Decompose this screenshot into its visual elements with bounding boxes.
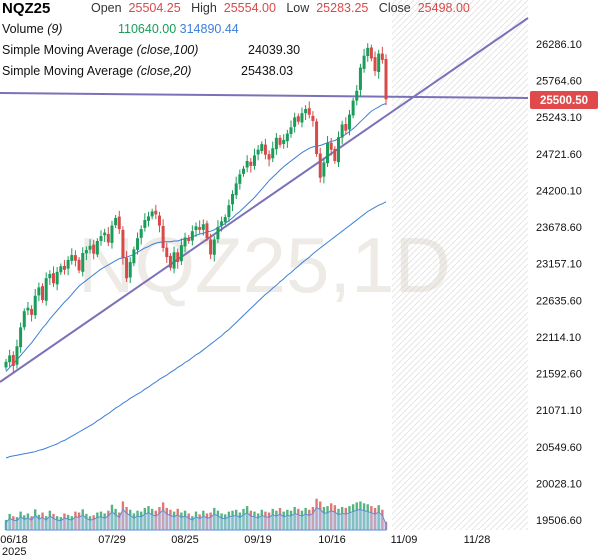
candle[interactable] (268, 150, 271, 166)
candle[interactable] (385, 54, 388, 105)
candle[interactable] (322, 159, 325, 184)
year-label: 2025 (2, 546, 26, 558)
price-tick-label: 19506.60 (536, 515, 582, 527)
candle[interactable] (381, 47, 384, 64)
date-tick-label: 11/09 (391, 534, 418, 546)
candle[interactable] (355, 85, 358, 105)
candle[interactable] (34, 289, 37, 319)
candle[interactable] (333, 146, 336, 164)
candle[interactable] (300, 108, 303, 128)
candle[interactable] (279, 135, 282, 148)
candle[interactable] (249, 158, 252, 173)
candle[interactable] (290, 121, 293, 138)
candle[interactable] (264, 139, 267, 160)
candle[interactable] (96, 238, 99, 257)
candle[interactable] (253, 149, 256, 170)
price-tick-label: 26286.10 (536, 39, 582, 51)
price-tick-label: 24200.10 (536, 186, 582, 198)
candle[interactable] (377, 50, 380, 79)
candle[interactable] (341, 121, 344, 145)
candle[interactable] (326, 136, 329, 167)
candle[interactable] (63, 260, 66, 275)
candle[interactable] (154, 205, 157, 219)
candle[interactable] (282, 134, 285, 149)
candle[interactable] (5, 359, 8, 370)
candle[interactable] (344, 117, 347, 134)
last-price-badge: 25500.50 (530, 91, 598, 109)
price-tick-label: 21071.10 (536, 405, 582, 417)
candle[interactable] (235, 177, 238, 199)
candle[interactable] (205, 221, 208, 242)
price-tick-label: 20028.10 (536, 478, 582, 490)
candle[interactable] (242, 166, 245, 177)
candle[interactable] (246, 155, 249, 172)
candle[interactable] (293, 113, 296, 133)
candle[interactable] (315, 119, 318, 157)
candle[interactable] (297, 113, 300, 124)
candle[interactable] (37, 283, 40, 302)
date-tick-label: 10/16 (318, 534, 346, 546)
candle[interactable] (8, 350, 11, 367)
candle[interactable] (319, 148, 322, 183)
candle[interactable] (45, 273, 48, 306)
last-price-badge-text: 25500.50 (540, 95, 588, 107)
volume-ma-area (6, 508, 386, 531)
candle[interactable] (238, 170, 241, 190)
price-axis[interactable]: 26286.10 25764.60 25243.10 24721.60 24200.10… (536, 39, 582, 527)
candle[interactable] (370, 45, 373, 62)
candle[interactable] (70, 248, 73, 264)
candle[interactable] (257, 145, 260, 160)
candle[interactable] (52, 266, 55, 287)
price-tick-label: 20549.60 (536, 442, 582, 454)
candle[interactable] (48, 270, 51, 285)
candle[interactable] (363, 49, 366, 73)
candle[interactable] (56, 267, 59, 290)
price-tick-label: 21592.60 (536, 369, 582, 381)
price-tick-label: 24721.60 (536, 149, 582, 161)
date-tick-label: 07/29 (98, 534, 126, 546)
candle[interactable] (15, 340, 18, 369)
candle[interactable] (23, 308, 26, 330)
candle[interactable] (12, 351, 15, 372)
candle[interactable] (151, 209, 154, 220)
candle[interactable] (308, 101, 311, 118)
candle[interactable] (260, 141, 263, 154)
candle[interactable] (227, 200, 230, 222)
candle[interactable] (41, 283, 44, 303)
candle[interactable] (348, 110, 351, 135)
price-tick-label: 22114.10 (536, 332, 581, 344)
candle[interactable] (337, 131, 340, 167)
candle[interactable] (359, 64, 362, 97)
date-tick-label: 09/19 (244, 534, 272, 546)
candle[interactable] (271, 142, 274, 163)
candle[interactable] (74, 250, 77, 266)
price-tick-label: 22635.60 (536, 295, 582, 307)
date-tick-label: 11/28 (464, 534, 491, 546)
date-tick-label: 08/25 (171, 534, 199, 546)
price-tick-label: 25764.60 (536, 76, 582, 88)
price-tick-label: 23678.60 (536, 222, 582, 234)
candle[interactable] (286, 130, 289, 148)
candle[interactable] (67, 256, 70, 275)
candle[interactable] (26, 302, 29, 315)
candle[interactable] (304, 105, 307, 120)
candle[interactable] (366, 43, 369, 62)
candle[interactable] (374, 51, 377, 76)
date-tick-label: 06/18 (0, 534, 28, 546)
candle[interactable] (30, 305, 33, 321)
volume-layer (5, 499, 387, 530)
candle[interactable] (132, 247, 135, 267)
candle[interactable] (311, 111, 314, 127)
candle[interactable] (19, 323, 22, 353)
candle[interactable] (231, 190, 234, 211)
price-tick-label: 25243.10 (536, 112, 582, 124)
candle[interactable] (275, 133, 278, 155)
time-axis[interactable]: 06/18 07/29 08/25 09/19 10/16 11/09 11/28 2025 (0, 534, 490, 558)
price-tick-label: 23157.10 (536, 259, 582, 271)
candle[interactable] (59, 264, 62, 276)
candle[interactable] (352, 98, 355, 119)
